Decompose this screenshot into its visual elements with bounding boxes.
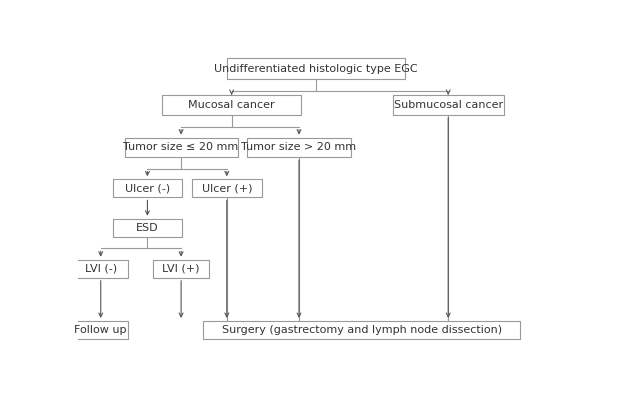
FancyBboxPatch shape bbox=[112, 179, 183, 197]
Text: Tumor size > 20 mm: Tumor size > 20 mm bbox=[242, 142, 356, 152]
FancyBboxPatch shape bbox=[393, 95, 504, 115]
Text: Ulcer (-): Ulcer (-) bbox=[125, 183, 170, 193]
Text: Undifferentiated histologic type EGC: Undifferentiated histologic type EGC bbox=[214, 63, 418, 74]
Text: Surgery (gastrectomy and lymph node dissection): Surgery (gastrectomy and lymph node diss… bbox=[222, 325, 502, 335]
Text: LVI (+): LVI (+) bbox=[162, 264, 200, 274]
FancyBboxPatch shape bbox=[162, 95, 301, 115]
Text: Ulcer (+): Ulcer (+) bbox=[202, 183, 252, 193]
FancyBboxPatch shape bbox=[227, 58, 405, 79]
Text: Submucosal cancer: Submucosal cancer bbox=[394, 100, 503, 110]
FancyBboxPatch shape bbox=[73, 260, 129, 278]
FancyBboxPatch shape bbox=[112, 219, 183, 237]
Text: Tumor size ≤ 20 mm: Tumor size ≤ 20 mm bbox=[124, 142, 238, 152]
FancyBboxPatch shape bbox=[192, 179, 261, 197]
Text: LVI (-): LVI (-) bbox=[84, 264, 117, 274]
FancyBboxPatch shape bbox=[125, 138, 238, 157]
Text: Mucosal cancer: Mucosal cancer bbox=[188, 100, 275, 110]
Text: Follow up: Follow up bbox=[75, 325, 127, 335]
FancyBboxPatch shape bbox=[247, 138, 351, 157]
Text: ESD: ESD bbox=[136, 223, 159, 233]
FancyBboxPatch shape bbox=[202, 321, 520, 339]
FancyBboxPatch shape bbox=[73, 321, 129, 339]
FancyBboxPatch shape bbox=[153, 260, 209, 278]
